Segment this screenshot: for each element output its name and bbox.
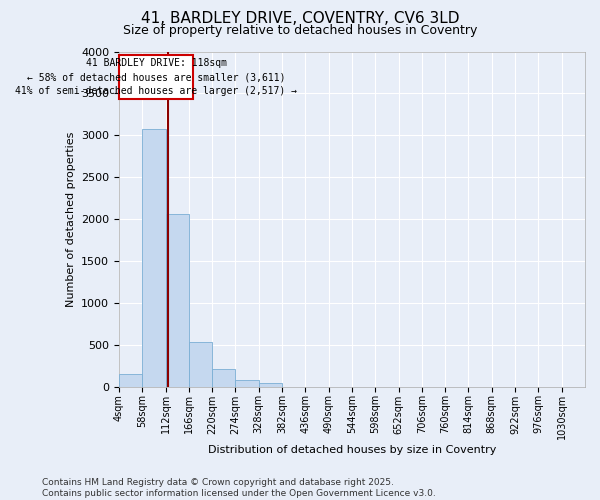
X-axis label: Distribution of detached houses by size in Coventry: Distribution of detached houses by size … [208,445,496,455]
Bar [235,380,259,386]
Y-axis label: Number of detached properties: Number of detached properties [65,132,76,306]
Bar [142,128,166,386]
Text: 41 BARDLEY DRIVE: 118sqm
← 58% of detached houses are smaller (3,611)
41% of sem: 41 BARDLEY DRIVE: 118sqm ← 58% of detach… [15,58,297,96]
Bar [189,342,212,386]
Text: Size of property relative to detached houses in Coventry: Size of property relative to detached ho… [123,24,477,37]
Bar [212,369,235,386]
Bar [119,374,142,386]
Text: Contains HM Land Registry data © Crown copyright and database right 2025.
Contai: Contains HM Land Registry data © Crown c… [42,478,436,498]
Bar [119,55,193,99]
Bar [259,383,282,386]
Text: 41, BARDLEY DRIVE, COVENTRY, CV6 3LD: 41, BARDLEY DRIVE, COVENTRY, CV6 3LD [141,11,459,26]
Bar [166,214,189,386]
